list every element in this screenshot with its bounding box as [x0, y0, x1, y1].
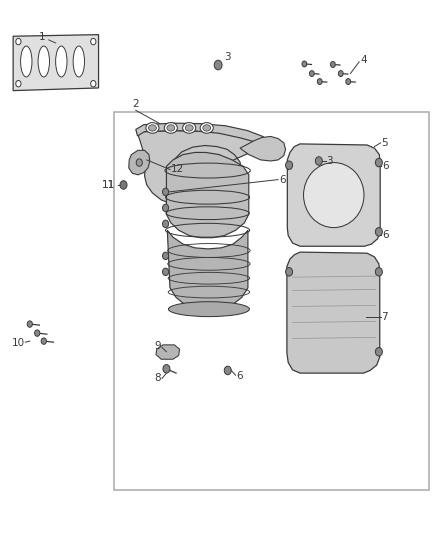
Polygon shape	[156, 345, 180, 359]
Text: 7: 7	[381, 312, 388, 322]
Polygon shape	[13, 35, 99, 91]
Text: 1: 1	[39, 32, 56, 43]
Circle shape	[27, 321, 32, 327]
Circle shape	[338, 71, 343, 76]
Circle shape	[224, 366, 231, 375]
Text: 10: 10	[12, 338, 25, 348]
Circle shape	[120, 181, 127, 189]
Circle shape	[162, 220, 169, 228]
Text: 6: 6	[237, 371, 243, 381]
Ellipse shape	[185, 125, 193, 131]
Circle shape	[330, 62, 336, 68]
Ellipse shape	[56, 46, 67, 77]
Circle shape	[162, 268, 169, 276]
Text: 11: 11	[102, 180, 115, 190]
Polygon shape	[167, 230, 248, 310]
Circle shape	[162, 188, 169, 196]
Circle shape	[315, 157, 322, 165]
Circle shape	[309, 71, 314, 76]
Circle shape	[162, 252, 169, 260]
Text: 3: 3	[326, 157, 333, 166]
Text: 12: 12	[171, 165, 184, 174]
Ellipse shape	[200, 123, 213, 133]
Ellipse shape	[73, 46, 85, 77]
Circle shape	[346, 79, 350, 85]
Polygon shape	[136, 123, 271, 148]
Ellipse shape	[304, 163, 364, 228]
Bar	[114, 112, 429, 490]
Circle shape	[162, 204, 169, 212]
Polygon shape	[137, 131, 267, 206]
Text: 3: 3	[224, 52, 231, 62]
Ellipse shape	[183, 123, 196, 133]
Circle shape	[286, 161, 293, 169]
Ellipse shape	[146, 123, 159, 133]
Polygon shape	[166, 152, 249, 238]
Ellipse shape	[38, 46, 49, 77]
Circle shape	[375, 158, 382, 167]
Text: 4: 4	[360, 55, 367, 65]
Polygon shape	[129, 150, 150, 175]
Text: 2: 2	[132, 99, 139, 109]
Circle shape	[91, 80, 96, 87]
Ellipse shape	[167, 125, 175, 131]
Circle shape	[163, 365, 170, 373]
Circle shape	[214, 60, 222, 70]
Text: 6: 6	[382, 161, 389, 171]
Circle shape	[136, 159, 142, 166]
Circle shape	[317, 79, 322, 85]
Text: 6: 6	[382, 230, 389, 239]
Circle shape	[375, 348, 382, 356]
Circle shape	[375, 228, 382, 236]
Text: 6: 6	[279, 175, 286, 184]
Circle shape	[286, 268, 293, 276]
Polygon shape	[240, 136, 286, 161]
Ellipse shape	[164, 123, 177, 133]
Text: 11: 11	[102, 180, 115, 190]
Ellipse shape	[203, 125, 211, 131]
Text: 8: 8	[155, 374, 161, 383]
Circle shape	[41, 338, 46, 344]
Circle shape	[16, 38, 21, 45]
Circle shape	[375, 268, 382, 276]
Ellipse shape	[21, 46, 32, 77]
Circle shape	[302, 61, 307, 67]
Text: 9: 9	[155, 342, 161, 351]
Polygon shape	[287, 144, 380, 246]
Ellipse shape	[168, 302, 249, 317]
Circle shape	[35, 330, 40, 336]
Polygon shape	[287, 252, 380, 373]
Circle shape	[91, 38, 96, 45]
Circle shape	[16, 80, 21, 87]
Ellipse shape	[148, 125, 156, 131]
Text: 5: 5	[381, 138, 388, 148]
